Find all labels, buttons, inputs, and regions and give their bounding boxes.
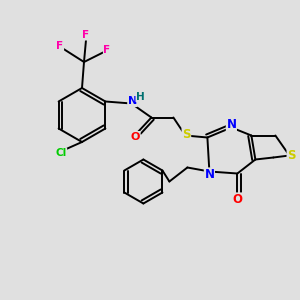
Text: F: F xyxy=(82,30,90,40)
Text: O: O xyxy=(232,193,242,206)
Text: Cl: Cl xyxy=(56,148,67,158)
Text: H: H xyxy=(136,92,145,101)
Text: N: N xyxy=(128,97,137,106)
Text: F: F xyxy=(103,45,111,55)
Text: O: O xyxy=(131,131,140,142)
Text: S: S xyxy=(287,149,296,162)
Text: F: F xyxy=(56,41,64,51)
Text: S: S xyxy=(182,128,190,141)
Text: N: N xyxy=(226,118,236,131)
Text: N: N xyxy=(204,168,214,181)
